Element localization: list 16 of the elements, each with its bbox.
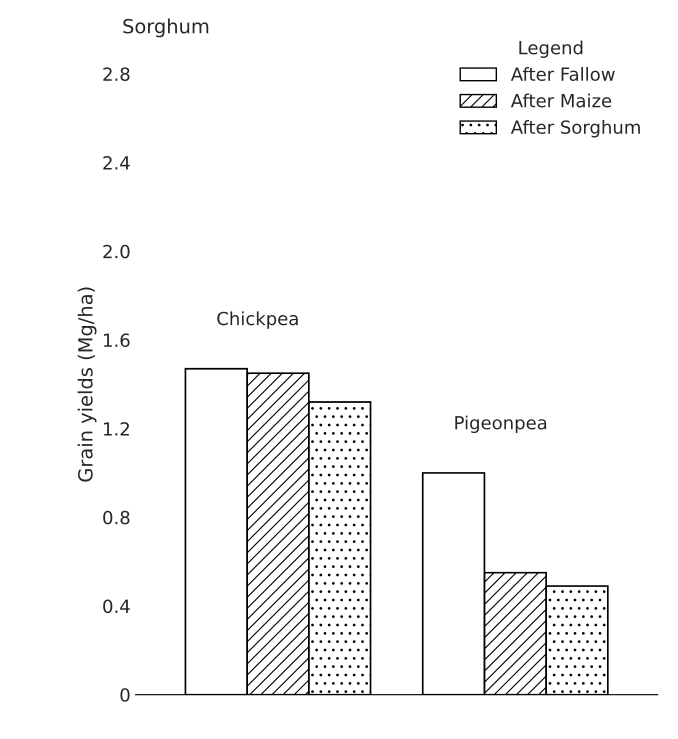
legend-label: After Maize [510, 93, 612, 108]
chart-title: Sorghum [123, 18, 208, 38]
y-tick-label: 2.4 [103, 156, 130, 170]
legend-title: Legend [519, 40, 582, 58]
legend-label: After Fallow [510, 66, 615, 81]
legend-label: After Sorghum [510, 120, 640, 138]
y-tick-label: 1.6 [104, 333, 130, 348]
x-tick-label: Pigeonpea [455, 416, 546, 434]
y-tick-label: 1.2 [104, 422, 129, 436]
y-tick-label: 2.0 [103, 244, 130, 258]
y-tick-label: 2.8 [103, 67, 130, 82]
y-tick-label: 0.8 [103, 510, 130, 524]
y-axis-title: Grain yields (Mg/ha) [78, 288, 96, 482]
y-tick-label: 0.4 [103, 599, 130, 614]
x-tick-label: Chickpea [217, 311, 298, 329]
y-tick-label: 0 [120, 688, 130, 702]
